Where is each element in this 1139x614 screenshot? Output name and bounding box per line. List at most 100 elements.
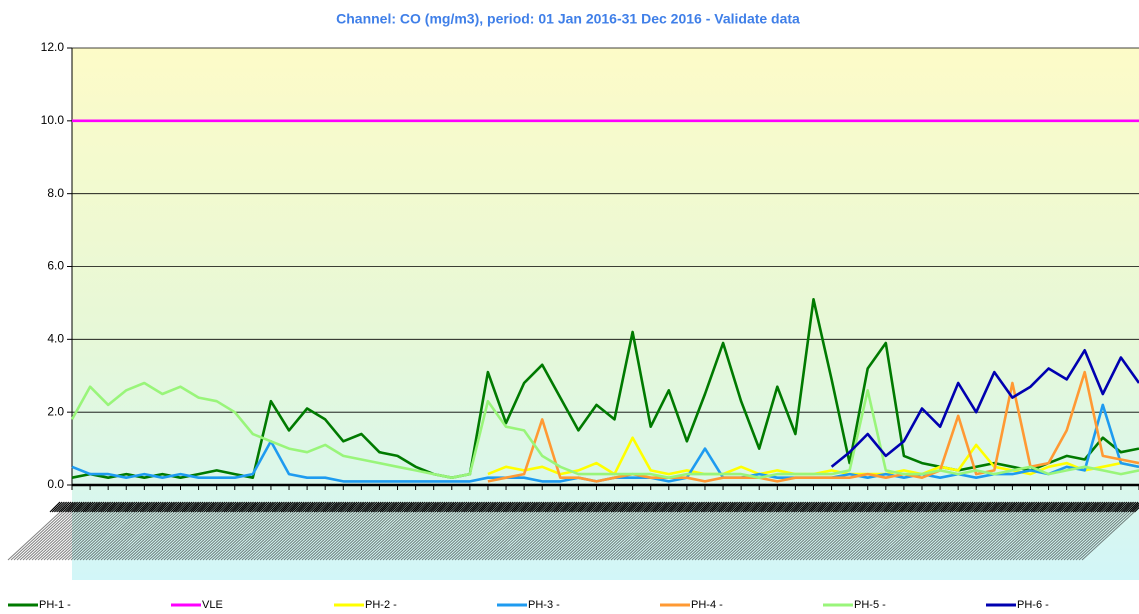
x-label-stroke bbox=[577, 501, 589, 513]
x-label-stroke bbox=[355, 502, 419, 561]
x-label-stroke bbox=[218, 501, 230, 513]
x-label-stroke bbox=[452, 501, 464, 513]
x-label-stroke bbox=[936, 501, 948, 513]
x-label-stroke bbox=[1002, 501, 1014, 513]
x-label-stroke bbox=[727, 501, 739, 513]
x-label-stroke bbox=[311, 501, 323, 513]
x-label-stroke bbox=[485, 501, 497, 513]
x-label-stroke bbox=[175, 502, 239, 561]
x-label-stroke bbox=[302, 501, 314, 513]
series-line bbox=[71, 298, 1139, 479]
x-label-stroke bbox=[190, 501, 202, 513]
x-label-stroke bbox=[292, 502, 356, 561]
x-label-stroke bbox=[373, 502, 437, 561]
x-label-stroke bbox=[745, 502, 809, 561]
x-label-stroke bbox=[742, 501, 754, 513]
x-label-stroke bbox=[826, 501, 838, 513]
x-label-stroke bbox=[343, 502, 407, 561]
x-label-stroke bbox=[720, 501, 732, 513]
x-label-stroke bbox=[907, 502, 971, 561]
x-label-stroke bbox=[1092, 501, 1104, 513]
x-label-stroke bbox=[145, 502, 209, 561]
x-label-stroke bbox=[265, 502, 329, 561]
x-label-stroke bbox=[295, 502, 359, 561]
x-label-stroke bbox=[334, 502, 398, 561]
x-label-stroke bbox=[927, 501, 939, 513]
x-label-stroke bbox=[317, 501, 329, 513]
x-label-stroke bbox=[885, 501, 897, 513]
x-label-stroke bbox=[487, 502, 551, 561]
x-label-stroke bbox=[919, 502, 983, 561]
x-label-stroke bbox=[445, 501, 457, 513]
x-label-stroke bbox=[69, 501, 81, 513]
x-label-stroke bbox=[597, 501, 609, 513]
x-label-stroke bbox=[514, 502, 578, 561]
x-label-stroke bbox=[210, 501, 222, 513]
x-label-stroke bbox=[598, 502, 662, 561]
x-label-stroke bbox=[349, 502, 413, 561]
x-label-stroke bbox=[878, 501, 890, 513]
x-label-stroke bbox=[122, 501, 134, 513]
x-label-stroke bbox=[724, 502, 788, 561]
x-label-stroke bbox=[901, 502, 965, 561]
x-label-stroke bbox=[313, 501, 325, 513]
x-label-stroke bbox=[636, 501, 648, 513]
x-label-stroke bbox=[361, 502, 425, 561]
x-label-stroke bbox=[194, 501, 206, 513]
x-label-stroke bbox=[256, 502, 320, 561]
x-label-stroke bbox=[526, 501, 538, 513]
x-label-stroke bbox=[715, 502, 779, 561]
x-label-stroke bbox=[823, 502, 887, 561]
x-label-stroke bbox=[148, 501, 160, 513]
x-label-stroke bbox=[425, 501, 437, 513]
x-label-stroke bbox=[805, 502, 869, 561]
x-label-stroke bbox=[707, 501, 719, 513]
x-label-stroke bbox=[1051, 502, 1115, 561]
x-label-stroke bbox=[953, 501, 965, 513]
x-label-stroke bbox=[300, 501, 312, 513]
x-label-stroke bbox=[555, 501, 567, 513]
x-label-stroke bbox=[51, 501, 63, 513]
x-label-stroke bbox=[779, 501, 791, 513]
x-label-stroke bbox=[58, 501, 70, 513]
x-label-stroke bbox=[414, 501, 426, 513]
x-label-stroke bbox=[202, 502, 266, 561]
x-label-stroke bbox=[430, 501, 442, 513]
x-label-stroke bbox=[931, 502, 995, 561]
x-label-stroke bbox=[1066, 502, 1130, 561]
x-label-stroke bbox=[258, 501, 270, 513]
x-label-stroke bbox=[654, 501, 666, 513]
x-label-stroke bbox=[541, 502, 605, 561]
x-label-stroke bbox=[254, 501, 266, 513]
x-label-stroke bbox=[697, 502, 761, 561]
x-label-stroke bbox=[298, 501, 310, 513]
x-label-stroke bbox=[985, 502, 1049, 561]
x-label-stroke bbox=[865, 502, 929, 561]
x-label-stroke bbox=[301, 502, 365, 561]
x-label-stroke bbox=[304, 501, 316, 513]
x-label-stroke bbox=[385, 502, 449, 561]
x-label-stroke bbox=[418, 502, 482, 561]
x-label-stroke bbox=[613, 502, 677, 561]
x-label-stroke bbox=[687, 501, 699, 513]
x-label-stroke bbox=[76, 502, 140, 561]
x-label-stroke bbox=[850, 501, 862, 513]
x-label-stroke bbox=[529, 501, 541, 513]
series-line bbox=[70, 381, 1139, 479]
x-label-stroke bbox=[333, 501, 345, 513]
x-label-stroke bbox=[421, 501, 433, 513]
x-label-stroke bbox=[962, 501, 974, 513]
x-label-stroke bbox=[793, 502, 857, 561]
x-label-stroke bbox=[174, 501, 186, 513]
x-label-stroke bbox=[397, 501, 409, 513]
x-label-stroke bbox=[641, 501, 653, 513]
x-label-stroke bbox=[178, 502, 242, 561]
x-label-stroke bbox=[199, 502, 263, 561]
x-label-stroke bbox=[812, 501, 824, 513]
x-label-stroke bbox=[106, 502, 170, 561]
x-label-stroke bbox=[1120, 501, 1132, 513]
x-label-stroke bbox=[265, 501, 277, 513]
x-label-stroke bbox=[104, 501, 116, 513]
x-label-stroke bbox=[988, 501, 1000, 513]
x-label-stroke bbox=[40, 502, 104, 561]
